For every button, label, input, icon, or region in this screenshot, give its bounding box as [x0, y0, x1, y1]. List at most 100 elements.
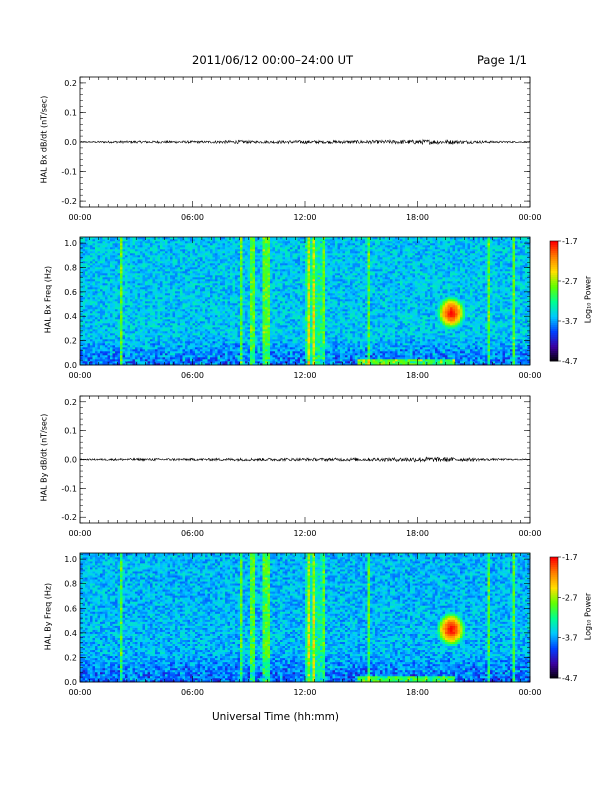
heatmap-cell: [187, 349, 191, 352]
heatmap-cell: [180, 289, 183, 292]
heatmap-cell: [117, 287, 121, 290]
heatmap-cell: [132, 357, 136, 360]
heatmap-cell: [97, 305, 101, 308]
heatmap-cell: [255, 285, 258, 288]
heatmap-cell: [140, 285, 143, 288]
heatmap-cell: [95, 349, 98, 352]
heatmap-cell: [257, 281, 261, 284]
heatmap-cell: [177, 323, 181, 326]
heatmap-cell: [112, 347, 116, 350]
heatmap-cell: [212, 303, 216, 306]
heatmap-cell: [180, 323, 183, 326]
heatmap-cell: [125, 333, 128, 336]
heatmap-cell: [152, 321, 156, 324]
heatmap-cell: [125, 273, 128, 276]
heatmap-cell: [175, 297, 178, 300]
heatmap-cell: [225, 253, 228, 256]
heatmap-cell: [117, 273, 121, 276]
heatmap-cell: [225, 311, 228, 314]
heatmap-cell: [145, 291, 148, 294]
heatmap-cell: [90, 323, 93, 326]
heatmap-cell: [267, 353, 271, 356]
heatmap-cell: [192, 327, 196, 330]
heatmap-cell: [80, 329, 83, 332]
heatmap-cell: [192, 245, 196, 248]
heatmap-cell: [117, 281, 121, 284]
heatmap-cell: [255, 297, 258, 300]
heatmap-cell: [170, 251, 173, 254]
heatmap-cell: [145, 265, 148, 268]
heatmap-cell: [105, 271, 108, 274]
heatmap-cell: [160, 281, 163, 284]
heatmap-cell: [135, 273, 138, 276]
heatmap-cell: [97, 301, 101, 304]
heatmap-cell: [260, 245, 263, 248]
heatmap-cell: [152, 349, 156, 352]
heatmap-cell: [240, 345, 243, 348]
heatmap-cell: [182, 345, 186, 348]
panel1-ytick-label: -0.1: [61, 168, 77, 177]
heatmap-cell: [215, 295, 218, 298]
heatmap-cell: [235, 335, 238, 338]
heatmap-cell: [250, 251, 253, 254]
heatmap-cell: [150, 261, 153, 264]
heatmap-cell: [90, 327, 93, 330]
heatmap-cell: [105, 345, 108, 348]
heatmap-cell: [240, 269, 243, 272]
heatmap-cell: [265, 313, 268, 316]
heatmap-cell: [260, 307, 263, 310]
heatmap-cell: [245, 275, 248, 278]
heatmap-cell: [135, 277, 138, 280]
heatmap-cell: [135, 297, 138, 300]
heatmap-cell: [227, 293, 231, 296]
heatmap-cell: [130, 267, 133, 270]
heatmap-cell: [152, 327, 156, 330]
heatmap-cell: [140, 237, 143, 240]
heatmap-cell: [147, 305, 151, 308]
heatmap-cell: [142, 359, 146, 362]
heatmap-cell: [80, 343, 83, 346]
heatmap-cell: [127, 303, 131, 306]
heatmap-cell: [187, 311, 191, 314]
heatmap-cell: [197, 355, 201, 358]
heatmap-cell: [147, 247, 151, 250]
heatmap-cell: [197, 269, 201, 272]
heatmap-cell: [180, 253, 183, 256]
heatmap-cell: [120, 363, 123, 366]
heatmap-cell: [200, 271, 203, 274]
heatmap-cell: [152, 305, 156, 308]
heatmap-cell: [205, 259, 208, 262]
heatmap-cell: [242, 299, 246, 302]
heatmap-cell: [117, 275, 121, 278]
heatmap-cell: [142, 241, 146, 244]
heatmap-cell: [252, 357, 256, 360]
heatmap-cell: [95, 337, 98, 340]
heatmap-cell: [165, 237, 168, 240]
heatmap-cell: [235, 303, 238, 306]
heatmap-cell: [205, 295, 208, 298]
heatmap-cell: [177, 305, 181, 308]
heatmap-cell: [150, 349, 153, 352]
heatmap-cell: [262, 305, 266, 308]
heatmap-cell: [262, 355, 266, 358]
heatmap-cell: [257, 337, 261, 340]
heatmap-cell: [110, 319, 113, 322]
heatmap-cell: [90, 251, 93, 254]
heatmap-cell: [137, 259, 141, 262]
heatmap-cell: [247, 267, 251, 270]
heatmap-cell: [252, 335, 256, 338]
heatmap-cell: [147, 311, 151, 314]
heatmap-cell: [152, 273, 156, 276]
heatmap-cell: [232, 345, 236, 348]
heatmap-cell: [262, 239, 266, 242]
heatmap-cell: [187, 273, 191, 276]
heatmap-cell: [105, 349, 108, 352]
heatmap-cell: [190, 277, 193, 280]
heatmap-cell: [195, 359, 198, 362]
heatmap-cell: [260, 319, 263, 322]
heatmap-cell: [192, 337, 196, 340]
heatmap-cell: [80, 321, 83, 324]
heatmap-cell: [212, 277, 216, 280]
heatmap-cell: [250, 245, 253, 248]
heatmap-cell: [260, 355, 263, 358]
